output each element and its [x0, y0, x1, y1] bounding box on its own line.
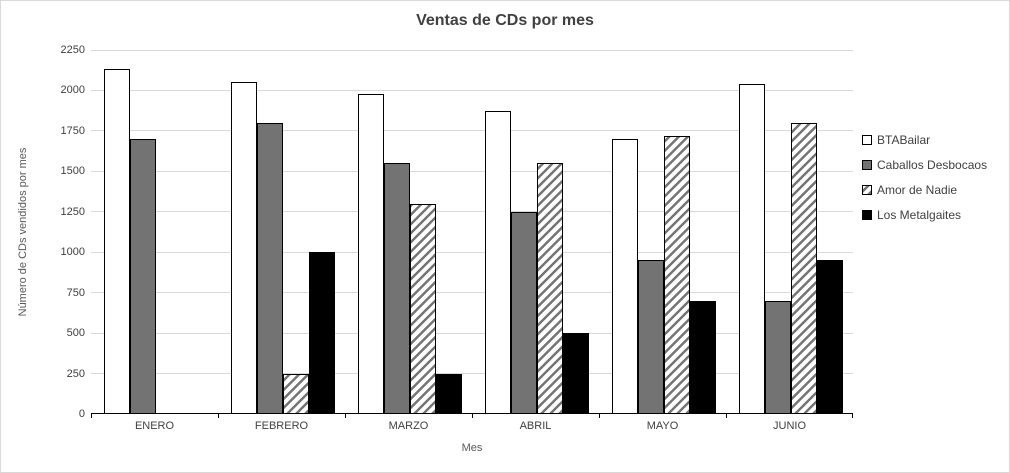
y-tick-label: 1500 — [60, 165, 85, 178]
legend-marker-hatch-square-icon — [862, 184, 872, 195]
legend-item-btabailar: BTABailar — [862, 127, 987, 152]
bar-amor-de-nadie-abril — [537, 163, 563, 414]
x-axis-title: Mes — [461, 442, 483, 454]
gridline — [91, 332, 853, 334]
legend-marker-black-square-icon — [862, 209, 872, 220]
bar-btabailar-junio — [739, 84, 765, 414]
legend-label: Los Metalgaites — [877, 207, 962, 222]
x-axis-tick — [726, 414, 727, 418]
gridline — [91, 292, 853, 294]
legend-item-los-metalgaites: Los Metalgaites — [862, 202, 987, 227]
bar-btabailar-enero — [104, 69, 130, 414]
bar-caballos-desbocaos-febrero — [257, 123, 283, 414]
x-axis-tick — [91, 414, 92, 418]
legend: BTABailar Caballos Desbocaos Amor de Nadie… — [862, 127, 987, 227]
bar-los-metalgaites-mayo — [690, 301, 716, 414]
y-axis-title: Número de CDs vendidos por mes — [17, 147, 29, 317]
bar-btabailar-febrero — [231, 82, 257, 414]
gridline — [91, 373, 853, 375]
x-axis-tick — [852, 414, 853, 418]
y-tick-label: 500 — [66, 327, 85, 340]
y-tick-label: 1750 — [60, 124, 85, 137]
y-tick-label: 0 — [78, 408, 85, 420]
x-category-label-enero: ENERO — [134, 420, 175, 432]
chart-title: Ventas de CDs por mes — [416, 12, 594, 29]
bar-caballos-desbocaos-marzo — [384, 163, 410, 414]
y-tick-label: 250 — [66, 367, 85, 380]
bar-amor-de-nadie-marzo — [410, 204, 436, 414]
legend-item-amor-de-nadie: Amor de Nadie — [862, 177, 987, 202]
x-axis-tick — [218, 414, 219, 418]
legend-marker-white-square-icon — [862, 134, 872, 145]
bar-caballos-desbocaos-junio — [765, 301, 791, 414]
bar-caballos-desbocaos-mayo — [638, 260, 664, 414]
bar-btabailar-mayo — [612, 139, 638, 414]
bar-btabailar-marzo — [358, 94, 384, 414]
x-category-label-febrero: FEBRERO — [254, 420, 309, 432]
gridline — [91, 130, 853, 132]
bar-amor-de-nadie-mayo — [664, 136, 690, 414]
bar-caballos-desbocaos-abril — [511, 212, 537, 414]
x-category-label-abril: ABRIL — [519, 420, 552, 432]
y-tick-label: 1000 — [60, 246, 85, 259]
y-tick-label: 2000 — [60, 84, 85, 97]
legend-marker-gray-square-icon — [862, 159, 872, 170]
x-axis-tick — [599, 414, 600, 418]
gridline — [91, 89, 853, 91]
bar-caballos-desbocaos-enero — [130, 139, 156, 414]
gridline — [91, 211, 853, 213]
y-tick-label: 750 — [66, 286, 85, 299]
gridline — [91, 251, 853, 253]
legend-label: Caballos Desbocaos — [877, 157, 988, 172]
bar-los-metalgaites-junio — [817, 260, 843, 414]
legend-item-caballos-desbocaos: Caballos Desbocaos — [862, 152, 987, 177]
bar-los-metalgaites-marzo — [436, 374, 462, 414]
x-axis-tick — [472, 414, 473, 418]
bar-amor-de-nadie-febrero — [283, 374, 309, 414]
legend-label: BTABailar — [877, 132, 931, 147]
x-axis-tick — [345, 414, 346, 418]
legend-label: Amor de Nadie — [877, 182, 958, 197]
x-category-label-marzo: MARZO — [388, 420, 429, 432]
bar-amor-de-nadie-junio — [791, 123, 817, 414]
y-tick-label: 2250 — [60, 44, 85, 56]
plot-area — [91, 49, 853, 418]
bar-los-metalgaites-febrero — [309, 252, 335, 414]
x-axis-line — [91, 413, 853, 414]
gridline — [91, 49, 853, 51]
bar-btabailar-abril — [485, 111, 511, 414]
x-category-label-junio: JUNIO — [773, 420, 806, 432]
bar-los-metalgaites-abril — [563, 333, 589, 414]
y-tick-label: 1250 — [60, 205, 85, 218]
gridline — [91, 170, 853, 172]
x-category-label-mayo: MAYO — [646, 420, 679, 432]
